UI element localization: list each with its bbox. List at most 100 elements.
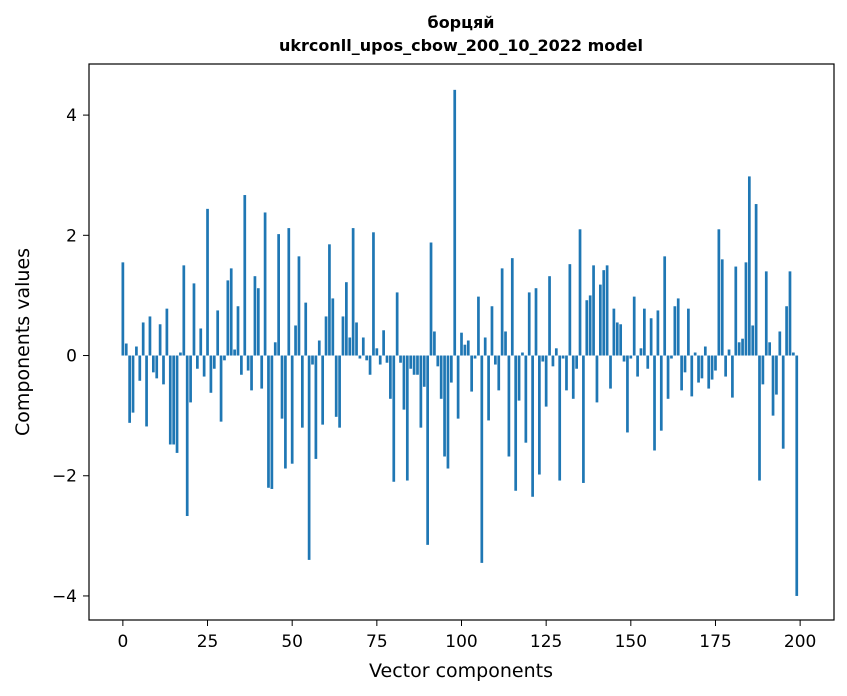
bar	[744, 262, 748, 356]
bar	[223, 355, 226, 361]
bar	[280, 355, 284, 419]
bar	[121, 262, 125, 356]
bar	[348, 337, 352, 356]
bar	[284, 355, 287, 469]
bar	[656, 310, 660, 356]
bar	[439, 355, 443, 399]
bar	[626, 355, 629, 433]
bar	[619, 324, 623, 356]
bar	[629, 355, 633, 359]
x-axis-label: Vector components	[369, 660, 553, 682]
bar	[382, 330, 385, 356]
bar	[646, 355, 650, 369]
bar	[368, 355, 372, 375]
bar	[389, 355, 392, 399]
bar	[663, 256, 667, 356]
bar	[470, 355, 474, 392]
bar	[345, 282, 348, 356]
bar	[714, 355, 717, 371]
bar	[300, 355, 304, 428]
bar	[707, 355, 711, 389]
bar	[764, 271, 768, 356]
bar	[395, 292, 399, 356]
bar	[548, 276, 551, 356]
bar	[517, 355, 521, 401]
bar	[236, 306, 240, 356]
y-tick-label: 0	[66, 347, 77, 367]
bar	[578, 229, 582, 356]
bar	[317, 340, 321, 356]
bar	[622, 355, 626, 362]
bar	[375, 348, 379, 356]
bar	[331, 298, 335, 356]
bar	[612, 308, 616, 356]
bar	[131, 355, 135, 413]
x-tick-label: 25	[197, 632, 219, 652]
bar	[585, 300, 589, 356]
chart-title: борцяй	[428, 13, 495, 32]
bar	[775, 355, 778, 395]
bar	[751, 325, 755, 356]
bar	[416, 355, 419, 375]
bar	[710, 355, 714, 380]
bar	[568, 264, 572, 356]
bar	[155, 355, 159, 379]
bar	[206, 208, 209, 356]
bar	[443, 355, 446, 457]
bar	[267, 355, 270, 488]
bar	[151, 355, 155, 373]
bar	[653, 355, 656, 451]
bar	[409, 355, 413, 369]
bar	[643, 308, 646, 356]
bar	[558, 355, 562, 481]
bar	[504, 331, 507, 356]
bar	[571, 355, 575, 399]
x-tick-label: 125	[530, 632, 562, 652]
bar	[761, 355, 765, 385]
bar	[500, 268, 504, 356]
bar	[162, 355, 165, 385]
bar	[768, 342, 772, 356]
bar	[412, 355, 416, 375]
bar	[433, 331, 436, 356]
bar	[497, 355, 501, 391]
bar	[456, 355, 460, 419]
bar	[683, 355, 687, 373]
bar	[182, 265, 186, 356]
bar	[202, 355, 206, 377]
bar	[253, 276, 257, 356]
bar	[649, 318, 653, 356]
x-tick-label: 200	[784, 632, 816, 652]
bar	[609, 355, 612, 389]
bar	[483, 337, 487, 356]
bar	[636, 355, 639, 377]
bar	[385, 355, 389, 363]
bar	[741, 338, 744, 356]
bar	[233, 349, 236, 356]
bar	[226, 280, 230, 356]
bar	[372, 232, 375, 356]
bar	[788, 271, 792, 356]
bar	[666, 355, 670, 399]
bar	[135, 346, 138, 356]
bar	[250, 355, 253, 391]
bar	[582, 355, 585, 483]
bar	[361, 337, 365, 356]
bar	[463, 344, 467, 356]
bar	[659, 355, 663, 431]
bar	[510, 258, 514, 356]
y-axis-ticks: −4 −2 0 2 4	[52, 106, 89, 607]
bar	[426, 355, 429, 545]
bar	[219, 355, 223, 422]
bar	[527, 292, 531, 356]
bar	[717, 229, 721, 356]
x-tick-label: 50	[281, 632, 303, 652]
bar	[436, 355, 440, 367]
bar	[731, 355, 734, 398]
bar	[758, 355, 761, 481]
bar	[165, 308, 169, 356]
bar	[605, 265, 609, 356]
bar	[480, 355, 484, 563]
bar	[270, 355, 274, 489]
